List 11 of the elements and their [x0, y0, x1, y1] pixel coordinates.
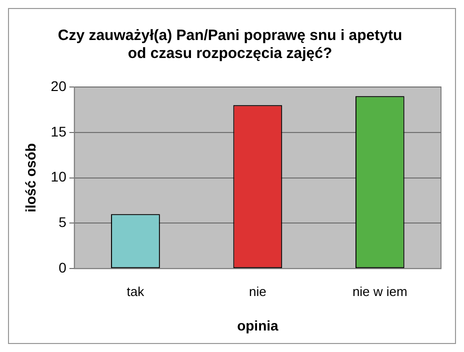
y-tick-label: 0: [58, 259, 67, 276]
x-tick-label: nie w iem: [352, 284, 408, 299]
x-tick-label: nie: [249, 284, 266, 299]
y-tick-label: 15: [50, 123, 67, 140]
y-tick-label: 5: [58, 214, 67, 230]
chart-title: Czy zauważył(a) Pan/Pani poprawę snu i apetytu od czasu rozpoczęcia zajęć?: [58, 27, 402, 62]
y-axis-title: ilość osób: [22, 143, 38, 212]
x-tick-label: tak: [126, 284, 145, 299]
y-tick-label: 10: [50, 168, 67, 185]
x-axis-title: opinia: [237, 317, 279, 334]
y-tick-label: 20: [50, 78, 67, 94]
